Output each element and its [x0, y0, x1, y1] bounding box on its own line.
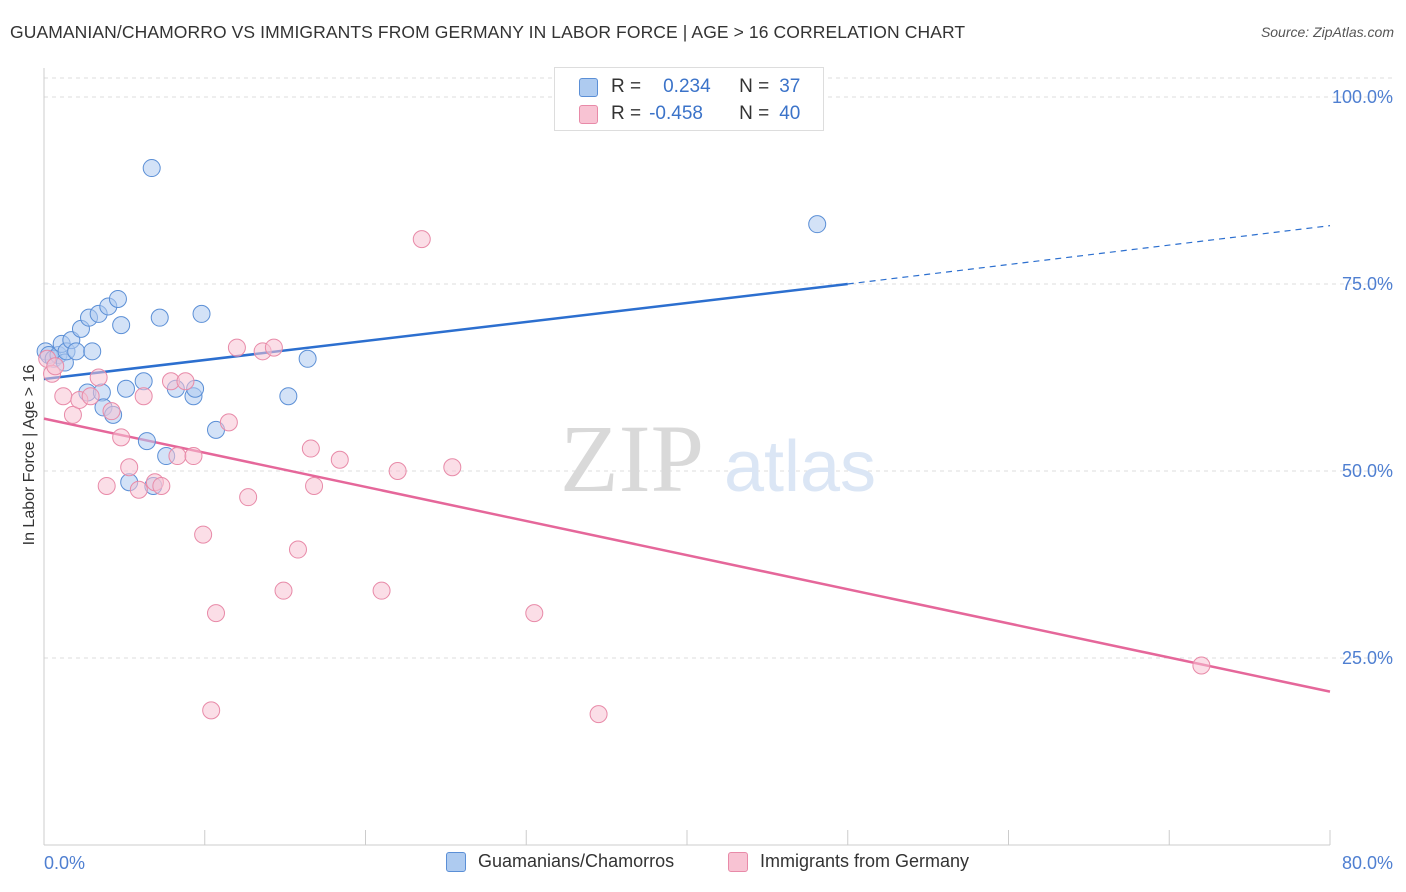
legend-r-value: 0.234	[663, 76, 711, 97]
germany-point	[227, 338, 246, 357]
series-swatch-blue	[446, 851, 466, 872]
germany-point	[264, 338, 283, 357]
x-tick-label-min: 0.0%	[44, 853, 85, 873]
germany-point	[219, 413, 238, 432]
watermark-zip: ZIP	[560, 405, 704, 512]
germany-point	[176, 372, 195, 391]
legend-n-value: 40	[779, 103, 801, 124]
source-label: Source: ZipAtlas.com	[1260, 24, 1394, 40]
germany-point	[89, 368, 108, 387]
points-layer	[36, 159, 1211, 724]
watermark-atlas: atlas	[724, 427, 876, 507]
guamanian-point	[150, 308, 169, 327]
y-tick-label: 50.0%	[1342, 461, 1393, 481]
germany-point	[305, 476, 324, 495]
germany-point	[388, 462, 407, 480]
germany-point	[443, 458, 462, 477]
germany-point	[54, 387, 73, 406]
chart-title: GUAMANIAN/CHAMORRO VS IMMIGRANTS FROM GE…	[10, 22, 966, 42]
y-tick-label: 75.0%	[1342, 274, 1393, 294]
correlation-legend: R = 0.234 N = 37 R = -0.458 N = 40	[554, 67, 824, 131]
watermark: ZIP atlas	[560, 405, 876, 512]
germany-point	[112, 428, 131, 447]
guamanian-point	[134, 372, 153, 391]
germany-point	[288, 540, 307, 559]
legend-r-label: R =	[611, 76, 642, 97]
series-swatch-pink	[728, 851, 748, 872]
germany-point	[184, 447, 203, 466]
germany-point	[152, 476, 171, 495]
trend-layer	[43, 225, 1331, 693]
y-tick-label: 25.0%	[1342, 648, 1393, 668]
guamanian-point	[67, 342, 86, 361]
germany-point	[46, 357, 65, 376]
germany-point	[274, 581, 293, 600]
guamanian-point	[298, 349, 317, 368]
germany-point	[168, 447, 187, 466]
guamanian-point	[83, 342, 102, 361]
x-tick-label-max: 80.0%	[1342, 853, 1393, 873]
germany-point	[97, 476, 116, 495]
guamanian-point	[116, 379, 135, 398]
germany-point	[412, 230, 431, 249]
germany-trend-line	[43, 417, 1331, 693]
legend-r-label: R =	[611, 103, 642, 124]
guamanian-point	[112, 316, 131, 335]
series-legend: Guamanians/Chamorros Immigrants from Ger…	[0, 851, 1406, 877]
germany-point	[194, 525, 213, 544]
germany-point	[81, 387, 100, 406]
guamanian-point	[808, 215, 827, 234]
guamanian-trend-line	[43, 282, 848, 381]
germany-point	[134, 387, 153, 406]
germany-point	[202, 701, 221, 720]
series-legend-label: Guamanians/Chamorros	[478, 851, 675, 871]
guamanian-point	[279, 387, 298, 406]
germany-point	[525, 604, 544, 623]
y-tick-label: 100.0%	[1332, 87, 1393, 107]
guamanian-point	[192, 304, 211, 323]
germany-point	[372, 581, 391, 600]
series-legend-guamanians[interactable]: Guamanians/Chamorros	[446, 851, 674, 872]
series-legend-germany[interactable]: Immigrants from Germany	[728, 851, 969, 872]
legend-n-label: N =	[739, 76, 770, 97]
legend-row-germany: R = -0.458 N = 40	[579, 101, 800, 127]
legend-n-label: N =	[739, 103, 770, 124]
guamanian-point	[142, 159, 161, 178]
germany-point	[207, 604, 226, 623]
germany-point	[102, 402, 121, 421]
guamanian-point	[108, 289, 127, 308]
germany-point	[120, 458, 139, 477]
legend-r-value: -0.458	[649, 103, 703, 124]
germany-point	[301, 439, 320, 458]
axis-layer: 25.0% 50.0% 75.0% 100.0% 0.0% 80.0%	[43, 68, 1393, 873]
series-legend-label: Immigrants from Germany	[760, 851, 970, 871]
germany-point	[129, 480, 148, 499]
legend-row-guamanians: R = 0.234 N = 37	[579, 74, 800, 100]
legend-n-value: 37	[779, 76, 801, 97]
y-axis-label: In Labor Force | Age > 16	[21, 365, 38, 546]
germany-point	[589, 705, 608, 724]
legend-swatch-pink	[579, 104, 598, 124]
guamanian-trend-extension	[847, 225, 1331, 285]
germany-point	[1192, 656, 1211, 675]
germany-point	[63, 405, 82, 424]
germany-point	[239, 488, 258, 507]
grid-layer	[44, 77, 1392, 659]
legend-swatch-blue	[579, 77, 598, 97]
guamanian-point	[137, 432, 156, 451]
germany-point	[330, 450, 349, 469]
